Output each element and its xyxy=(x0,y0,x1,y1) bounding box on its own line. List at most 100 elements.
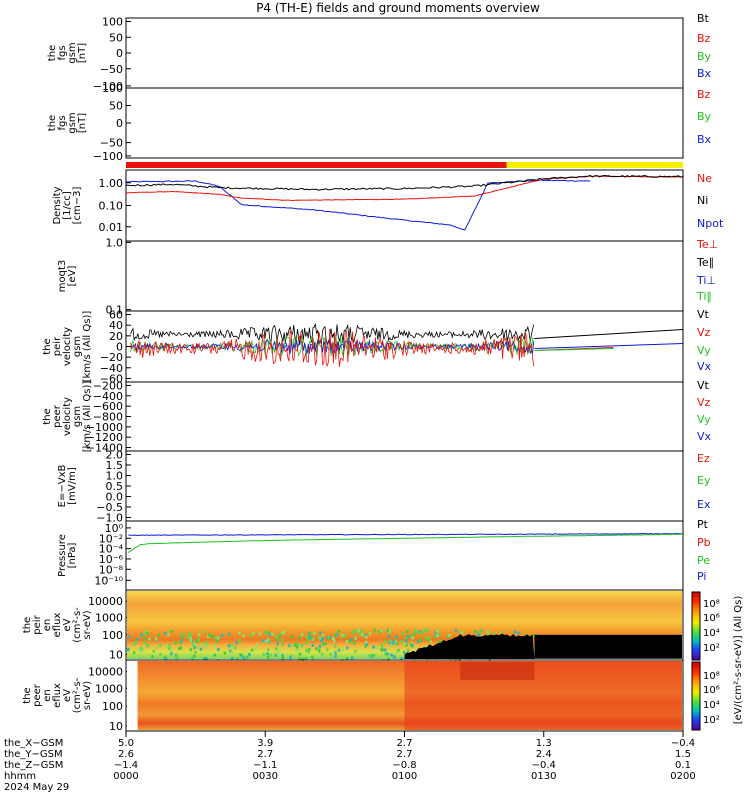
ion-spectrogram-cell xyxy=(290,644,293,648)
y-tick-label: −600 xyxy=(93,400,123,413)
ion-spectrogram-cell xyxy=(390,653,393,657)
ion-spectrogram-cell xyxy=(406,635,410,639)
ion-spectrogram-cell xyxy=(192,654,196,658)
y-tick-label: 100 xyxy=(102,82,123,95)
ion-spectrogram-cell xyxy=(298,652,302,656)
legend-bz: Bz xyxy=(697,32,711,45)
pressure-pe-line xyxy=(127,533,684,554)
ion-spectrogram-cell xyxy=(267,640,271,644)
ion-spectrogram-cell xyxy=(345,646,349,650)
ion-spectrogram-cell xyxy=(321,633,325,637)
x-axis-row-label: hhmm xyxy=(4,771,36,782)
ion-spectrogram-cell xyxy=(271,632,274,636)
legend-vy: Vy xyxy=(697,344,711,357)
ion-spectrogram-cell xyxy=(375,646,378,650)
ion-spectrogram-cell xyxy=(410,634,413,638)
legend-vz: Vz xyxy=(697,396,711,409)
ion-spectrogram-cell xyxy=(186,636,190,640)
y-tick-label: 0.5 xyxy=(106,480,124,493)
ion-spectrogram-cell xyxy=(359,632,362,636)
x-axis-value: 2.6 xyxy=(118,749,134,760)
colorbar-lower xyxy=(691,661,701,731)
ion-spectrogram-cell xyxy=(480,634,484,638)
velocity-vt-extrap xyxy=(534,329,684,339)
panel-p3: 1.00 0.10 0.01 Density [1/cc] [cm−3] Ne Ni Npot xyxy=(52,169,724,242)
x-axis-value: 2.7 xyxy=(397,749,413,760)
ion-spectrogram-cell xyxy=(168,642,171,646)
ion-spectrogram-cell xyxy=(183,655,187,659)
ion-spectrogram-cell xyxy=(365,643,369,647)
ion-spectrogram-cell xyxy=(254,647,257,651)
y-tick-label: 10⁻⁸ xyxy=(99,563,124,576)
y-tick-label: 10⁰ xyxy=(105,522,124,535)
ion-spectrogram-cell xyxy=(248,652,251,656)
x-axis-value: −0.8 xyxy=(392,760,416,771)
y-tick-label: 100 xyxy=(102,16,123,29)
colorbar-tick-label: 10⁶ xyxy=(703,685,720,696)
ion-spectrogram-cell xyxy=(382,656,385,660)
y-axis-label-line: velocity xyxy=(62,327,73,366)
y-tick-label: 0.01 xyxy=(99,221,124,234)
ion-spectrogram-cell xyxy=(274,653,277,657)
ion-spectrogram-cell xyxy=(410,641,413,645)
ion-spectrogram-cell xyxy=(394,640,397,644)
x-axis-value: −1.1 xyxy=(253,760,277,771)
legend-by: By xyxy=(697,50,712,63)
ion-spectrogram-cell xyxy=(217,653,221,657)
ion-spectrogram-cell xyxy=(275,635,278,639)
ion-spectrogram-cell xyxy=(337,630,341,634)
ion-spectrogram-cell xyxy=(276,638,280,642)
y-tick-label: 40 xyxy=(109,319,123,332)
ion-spectrogram-cell xyxy=(434,631,437,635)
y-axis-label-line: peer xyxy=(52,404,63,428)
ion-spectrogram-cell xyxy=(191,656,194,660)
ion-spectrogram-cell xyxy=(397,648,400,652)
legend-ey: Ey xyxy=(697,474,711,487)
colorbar-upper xyxy=(691,591,701,661)
y-tick-label: 2.0 xyxy=(106,449,124,462)
y-axis-label: the peer velocity gsm [km/s (All Qs)] xyxy=(42,381,93,453)
y-tick-label: 50 xyxy=(109,100,123,113)
ion-spectrogram-cell xyxy=(199,647,203,651)
ion-spectrogram-cell xyxy=(387,657,390,661)
y-tick-label: 0 xyxy=(116,117,123,130)
ion-spectrogram-cell xyxy=(350,656,354,660)
y-tick-label: −1000 xyxy=(86,421,123,434)
y-axis-label-line: fgs xyxy=(57,45,68,60)
x-axis-value: 0.1 xyxy=(675,760,691,771)
y-tick-label: 10⁻⁴ xyxy=(99,543,124,556)
y-axis-label-line: peir xyxy=(52,336,63,356)
ion-spectrogram-cell xyxy=(213,643,216,647)
ion-spectrogram-cell xyxy=(300,644,304,648)
ion-spectrogram-cell xyxy=(337,648,341,652)
ion-spectrogram-cell xyxy=(178,646,181,650)
ion-spectrogram-cell xyxy=(249,633,252,637)
legend-ex: Ex xyxy=(697,498,711,511)
ion-spectrogram-cell xyxy=(407,648,410,652)
y-axis-label-line: [cm−3] xyxy=(72,187,83,225)
ion-spectrogram-cell xyxy=(308,636,312,640)
y-axis-label-line: [nPa] xyxy=(67,542,78,568)
ion-spectrogram-cell xyxy=(387,634,391,638)
figure-title: P4 (TH-E) fields and ground moments over… xyxy=(256,1,540,15)
legend-pi: Pi xyxy=(697,570,706,583)
y-tick-label: 1.5 xyxy=(106,459,124,472)
status-segment xyxy=(126,162,507,168)
y-axis-label-line: eV xyxy=(62,689,73,702)
ion-spectrogram-cell xyxy=(262,652,265,656)
ion-spectrogram-cell xyxy=(267,631,270,635)
y-tick-label: −400 xyxy=(93,390,123,403)
ion-spectrogram-cell xyxy=(154,645,158,649)
colorbar-tick-label: 10⁴ xyxy=(703,628,720,639)
ion-spectrogram-cell xyxy=(378,630,381,634)
ion-spectrogram-cell xyxy=(139,649,142,653)
x-axis-value: 5.0 xyxy=(118,738,134,749)
y-axis-label: the peir en eflux eV (cm²-s-sr-eV) xyxy=(22,607,93,643)
ion-spectrogram-cell xyxy=(167,633,170,637)
ion-spectrogram-cell xyxy=(146,632,149,636)
status-bar xyxy=(126,162,683,168)
ion-spectrogram-cell xyxy=(196,656,200,660)
